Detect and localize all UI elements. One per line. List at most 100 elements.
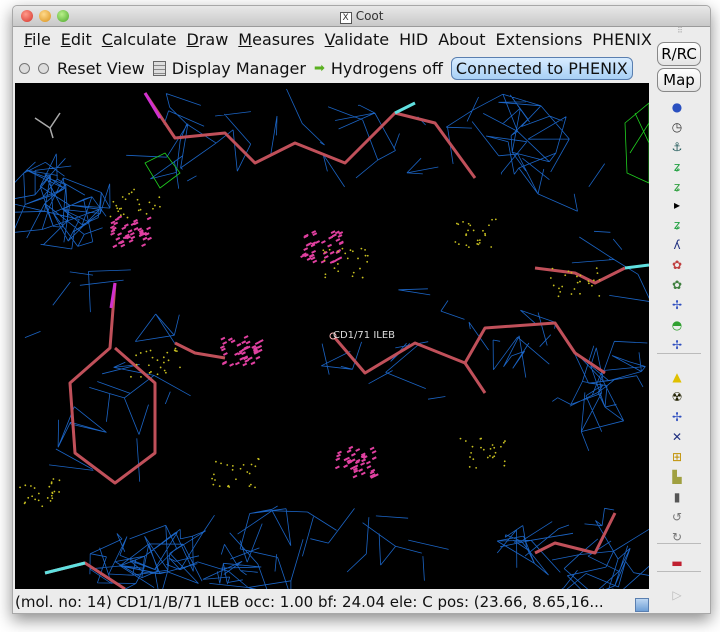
delete-radiation-icon[interactable]: ☢ — [671, 390, 683, 404]
residue-bond — [534, 512, 617, 555]
contact-dot — [491, 218, 493, 221]
rotamer-icon[interactable]: ʑ — [673, 160, 681, 174]
add-atom-icon[interactable]: ✢ — [671, 410, 683, 424]
stop-icon[interactable] — [38, 62, 49, 74]
zoom-button[interactable] — [57, 10, 69, 22]
contact-dot — [503, 460, 506, 463]
contact-dot — [150, 370, 152, 373]
contact-dot — [212, 483, 215, 486]
contact-dot — [173, 349, 176, 352]
rotate-translate-icon[interactable]: ✿ — [671, 278, 683, 292]
redo-icon[interactable]: ↻ — [671, 530, 683, 544]
contact-dot — [592, 279, 595, 282]
hydrogens-icon: ➡ — [313, 60, 325, 76]
contact-dot — [48, 485, 51, 488]
menu-file[interactable]: File — [19, 29, 56, 51]
status-indicator — [635, 598, 649, 612]
trash-icon[interactable]: ▮ — [673, 490, 681, 504]
rigid-body-icon[interactable]: ⚓ — [671, 140, 683, 154]
add-alt-conf-icon[interactable]: ⊞ — [671, 450, 683, 464]
real-space-refine-icon[interactable]: ʑ — [673, 180, 681, 194]
molecule-view[interactable] — [15, 83, 649, 589]
contact-dot — [567, 270, 570, 273]
contact-dot — [564, 274, 567, 277]
contact-dot — [457, 223, 460, 226]
menu-draw[interactable]: Draw — [182, 29, 234, 51]
contact-dot — [457, 243, 460, 246]
density-mesh — [89, 524, 262, 589]
contact-dot — [465, 244, 468, 247]
menu-edit[interactable]: Edit — [56, 29, 97, 51]
window-title: Coot — [355, 9, 384, 23]
contact-dot — [352, 271, 355, 274]
connected-to-phenix-button[interactable]: Connected to PHENIX — [450, 56, 633, 80]
contact-dot — [34, 498, 37, 501]
contact-dot — [484, 234, 487, 237]
contact-dot — [30, 485, 32, 487]
menu-calculate[interactable]: Calculate — [97, 29, 182, 51]
minimize-button[interactable] — [39, 10, 51, 22]
residue-bond — [143, 92, 477, 179]
contact-dot — [175, 350, 178, 353]
back-icon[interactable] — [19, 62, 30, 74]
delete-icon[interactable]: ▲ — [672, 370, 682, 384]
color-flag-icon[interactable]: ▬ — [671, 556, 683, 570]
contact-dot — [115, 204, 118, 207]
contact-dot — [454, 241, 457, 243]
contact-dot — [166, 351, 169, 354]
refine-globe-icon[interactable]: ● — [671, 100, 683, 114]
status-bar: (mol. no: 14) CD1/1/B/71 ILEB occ: 1.00 … — [15, 593, 604, 611]
grip-icon: ⠿ — [677, 26, 683, 35]
contact-dot — [145, 212, 148, 215]
torsion-icon[interactable]: ✿ — [671, 258, 683, 272]
density-mesh — [393, 93, 606, 212]
contact-dot — [162, 356, 165, 359]
add-water-icon[interactable]: ◓ — [671, 318, 683, 332]
rrc-button[interactable]: R/RC — [657, 42, 701, 66]
play-icon[interactable]: ▷ — [672, 588, 682, 602]
contact-dot — [349, 249, 352, 252]
contact-dot — [573, 288, 576, 290]
contact-dot — [136, 198, 139, 201]
contact-dot — [137, 209, 140, 212]
menu-mnemonic: M — [238, 30, 253, 49]
contact-dot — [337, 270, 340, 273]
undo-icon[interactable]: ↺ — [671, 510, 683, 524]
display-manager-button[interactable]: Display Manager — [152, 59, 306, 78]
reset-view-button[interactable]: Reset View — [57, 58, 145, 78]
edit-chi-icon[interactable]: ▙ — [672, 470, 682, 484]
auto-fit-rotamer-icon[interactable]: ʑ — [673, 218, 681, 232]
contact-dot — [239, 467, 242, 470]
menu-measures[interactable]: Measures — [233, 29, 319, 51]
map-button[interactable]: Map — [657, 68, 701, 92]
contact-dot — [156, 373, 159, 376]
menu-validate[interactable]: Validate — [320, 29, 394, 51]
side-chain-180-icon[interactable]: ✢ — [671, 298, 683, 312]
add-terminal-residue-icon[interactable]: ✕ — [671, 430, 683, 444]
contact-dot — [159, 205, 161, 208]
flip-peptide-icon[interactable]: ʎ — [673, 238, 681, 252]
contact-dot — [359, 267, 361, 270]
hydrogens-button[interactable]: ➡ Hydrogens off — [313, 58, 443, 78]
menu-about[interactable]: About — [433, 29, 490, 51]
contact-dot — [462, 221, 464, 223]
contact-dot — [148, 201, 151, 204]
contact-dot — [494, 218, 497, 221]
mutate-icon[interactable]: ✢ — [671, 338, 683, 352]
contact-dot — [475, 467, 478, 469]
contact-dot — [561, 285, 564, 288]
menu-hid[interactable]: HID — [394, 29, 433, 51]
residue-bond — [534, 266, 626, 285]
oxygen-bond — [109, 282, 117, 309]
regularize-icon[interactable]: ◷ — [671, 120, 683, 134]
graphics-canvas[interactable]: CD1/71 ILEB — [15, 83, 649, 589]
residue-bond — [68, 282, 157, 485]
menu-phenix[interactable]: PHENIX — [587, 29, 656, 51]
contact-dot — [346, 257, 349, 260]
contact-dot — [159, 366, 162, 369]
close-button[interactable] — [21, 10, 33, 22]
menu-label: easures — [252, 30, 315, 49]
expand-arrow-icon[interactable]: ▸ — [673, 198, 681, 212]
contact-dot — [33, 487, 36, 489]
menu-extensions[interactable]: Extensions — [491, 29, 588, 51]
